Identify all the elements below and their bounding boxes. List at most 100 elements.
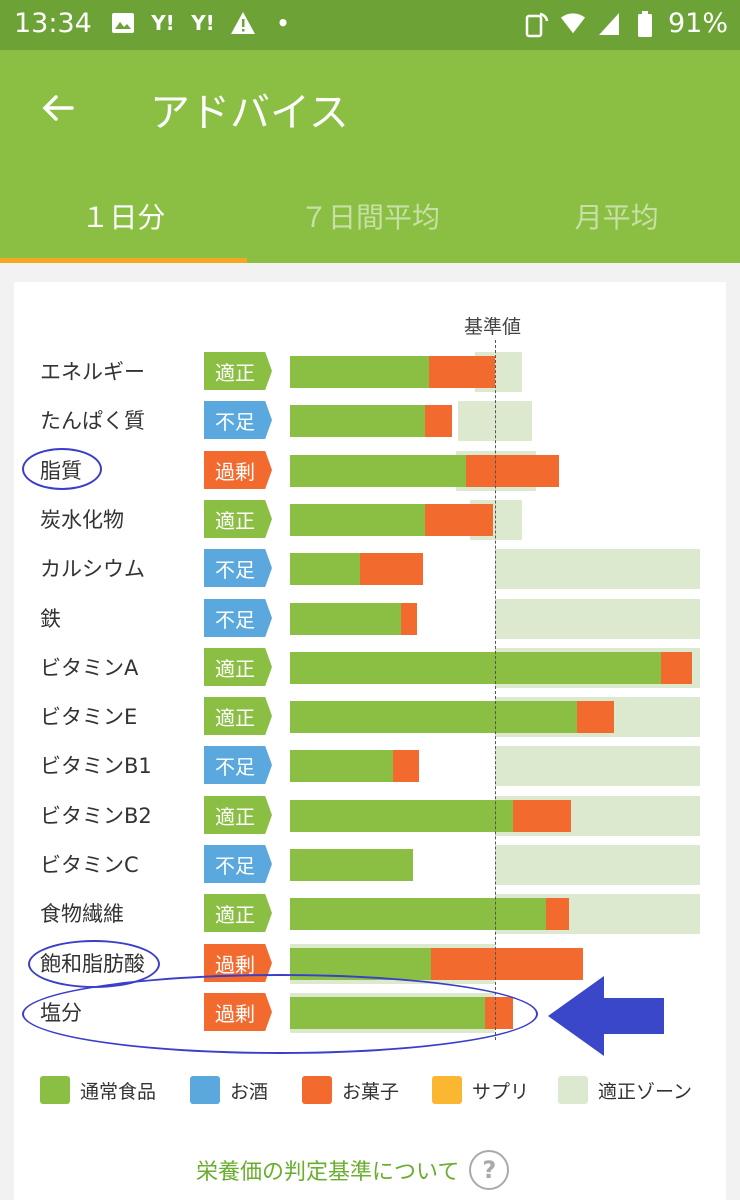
judgement-badge: 不足 <box>204 401 272 439</box>
nutrient-label: ビタミンB1 <box>40 754 152 778</box>
judgement-badge: 不足 <box>204 599 272 637</box>
nutrient-row: 鉄 不足 <box>0 599 740 639</box>
nutrient-label: カルシウム <box>40 557 145 581</box>
nutrient-label: ビタミンE <box>40 705 138 729</box>
judgement-badge: 過剰 <box>204 451 272 489</box>
wifi-icon <box>560 11 586 37</box>
judgement-badge: 適正 <box>204 648 272 686</box>
dot-icon: • <box>276 11 290 35</box>
bar-snack <box>513 800 571 832</box>
tab-monthly-average[interactable]: 月平均 <box>574 200 659 234</box>
image-icon <box>110 10 136 36</box>
bar-snack <box>466 455 559 487</box>
bar-snack <box>546 898 569 930</box>
nutrient-row: たんぱく質 不足 <box>0 401 740 441</box>
nutrient-label: 塩分 <box>40 1001 82 1025</box>
nutrient-label: 炭水化物 <box>40 508 124 532</box>
bar-snack <box>359 553 424 585</box>
annotation-arrow-icon <box>548 976 664 1056</box>
legend-item-zone: 適正ゾーン <box>558 1076 692 1104</box>
nutrient-row: エネルギー 適正 <box>0 352 740 392</box>
baseline-label: 基準値 <box>464 316 522 338</box>
nutrient-row: ビタミンA 適正 <box>0 648 740 688</box>
nutrient-row: 塩分 過剰 <box>0 993 740 1033</box>
signal-icon <box>596 11 622 37</box>
yahoo-icon: Y! <box>191 11 215 35</box>
legend-label: サプリ <box>472 1080 530 1103</box>
bar-food <box>290 603 401 635</box>
nutrient-label: ビタミンC <box>40 853 139 877</box>
nutrient-label: エネルギー <box>40 360 145 384</box>
nutrient-label: ビタミンA <box>40 656 139 680</box>
bar-snack <box>661 652 692 684</box>
nutrient-row: ビタミンB2 適正 <box>0 796 740 836</box>
tab-daily[interactable]: １日分 <box>0 168 247 263</box>
nutrient-label: 鉄 <box>40 607 61 631</box>
help-icon: ? <box>469 1150 510 1190</box>
appropriate-zone <box>495 549 700 589</box>
legend-item-food: 通常食品 <box>40 1076 156 1104</box>
legend-item-alcohol: お酒 <box>190 1076 268 1104</box>
judgement-badge: 適正 <box>204 352 272 390</box>
tab-7day-average[interactable]: ７日間平均 <box>300 200 441 234</box>
bar-snack <box>484 997 514 1029</box>
nutrient-label: ビタミンB2 <box>40 804 152 828</box>
nutrient-row: 炭水化物 適正 <box>0 500 740 540</box>
notification-icons: Y! Y! • <box>110 10 296 36</box>
bar-food <box>290 898 547 930</box>
nfc-icon <box>524 11 550 37</box>
warning-icon <box>230 10 256 36</box>
chart-legend: 通常食品 お酒 お菓子 サプリ 適正ゾーン <box>40 1076 720 1106</box>
bar-snack <box>400 603 418 635</box>
status-right: 91% <box>524 8 728 39</box>
bar-food <box>290 800 514 832</box>
judgement-badge: 不足 <box>204 746 272 784</box>
judgement-badge: 適正 <box>204 894 272 932</box>
judgement-badge: 不足 <box>204 845 272 883</box>
judgement-badge: 適正 <box>204 697 272 735</box>
criteria-link-label: 栄養価の判定基準について <box>196 1160 460 1185</box>
judgement-badge: 適正 <box>204 796 272 834</box>
legend-label: お酒 <box>230 1080 269 1103</box>
appropriate-zone <box>495 845 700 885</box>
bar-snack <box>429 356 495 388</box>
bar-food <box>290 553 360 585</box>
legend-item-snacks: お菓子 <box>302 1076 399 1104</box>
legend-item-supplement: サプリ <box>432 1076 529 1104</box>
legend-swatch <box>558 1076 588 1104</box>
bar-snack <box>425 504 493 536</box>
judgement-badge: 過剰 <box>204 944 272 982</box>
status-bar: 13:34 Y! Y! • 91% <box>0 0 740 50</box>
legend-swatch <box>302 1076 332 1104</box>
battery-icon <box>632 10 658 37</box>
legend-label: 適正ゾーン <box>598 1080 693 1103</box>
battery-level: 91% <box>667 8 728 39</box>
bar-food <box>290 750 393 782</box>
legend-swatch <box>190 1076 220 1104</box>
nutrient-label: 脂質 <box>40 459 82 483</box>
judgement-badge: 過剰 <box>204 993 272 1031</box>
yahoo-icon: Y! <box>151 11 175 35</box>
legend-label: 通常食品 <box>80 1080 157 1103</box>
nutrient-row: ビタミンE 適正 <box>0 697 740 737</box>
bar-food <box>290 455 467 487</box>
legend-label: お菓子 <box>342 1080 400 1103</box>
bar-food <box>290 948 432 980</box>
bar-food <box>290 701 577 733</box>
bar-food <box>290 504 426 536</box>
judgement-badge: 不足 <box>204 549 272 587</box>
back-arrow-icon <box>42 95 74 121</box>
bar-snack <box>425 405 452 437</box>
nutrient-row: ビタミンC 不足 <box>0 845 740 885</box>
nutrient-row: 脂質 過剰 <box>0 451 740 491</box>
bar-food <box>290 997 485 1029</box>
app-bar: アドバイス <box>0 50 740 168</box>
back-button[interactable] <box>34 84 82 132</box>
page-title: アドバイス <box>150 90 349 136</box>
nutrient-row: ビタミンB1 不足 <box>0 746 740 786</box>
bar-snack <box>577 701 614 733</box>
appropriate-zone <box>458 401 532 441</box>
nutrient-row: カルシウム 不足 <box>0 549 740 589</box>
appropriate-zone <box>495 746 700 786</box>
criteria-link[interactable]: 栄養価の判定基準について ? <box>196 1150 510 1190</box>
